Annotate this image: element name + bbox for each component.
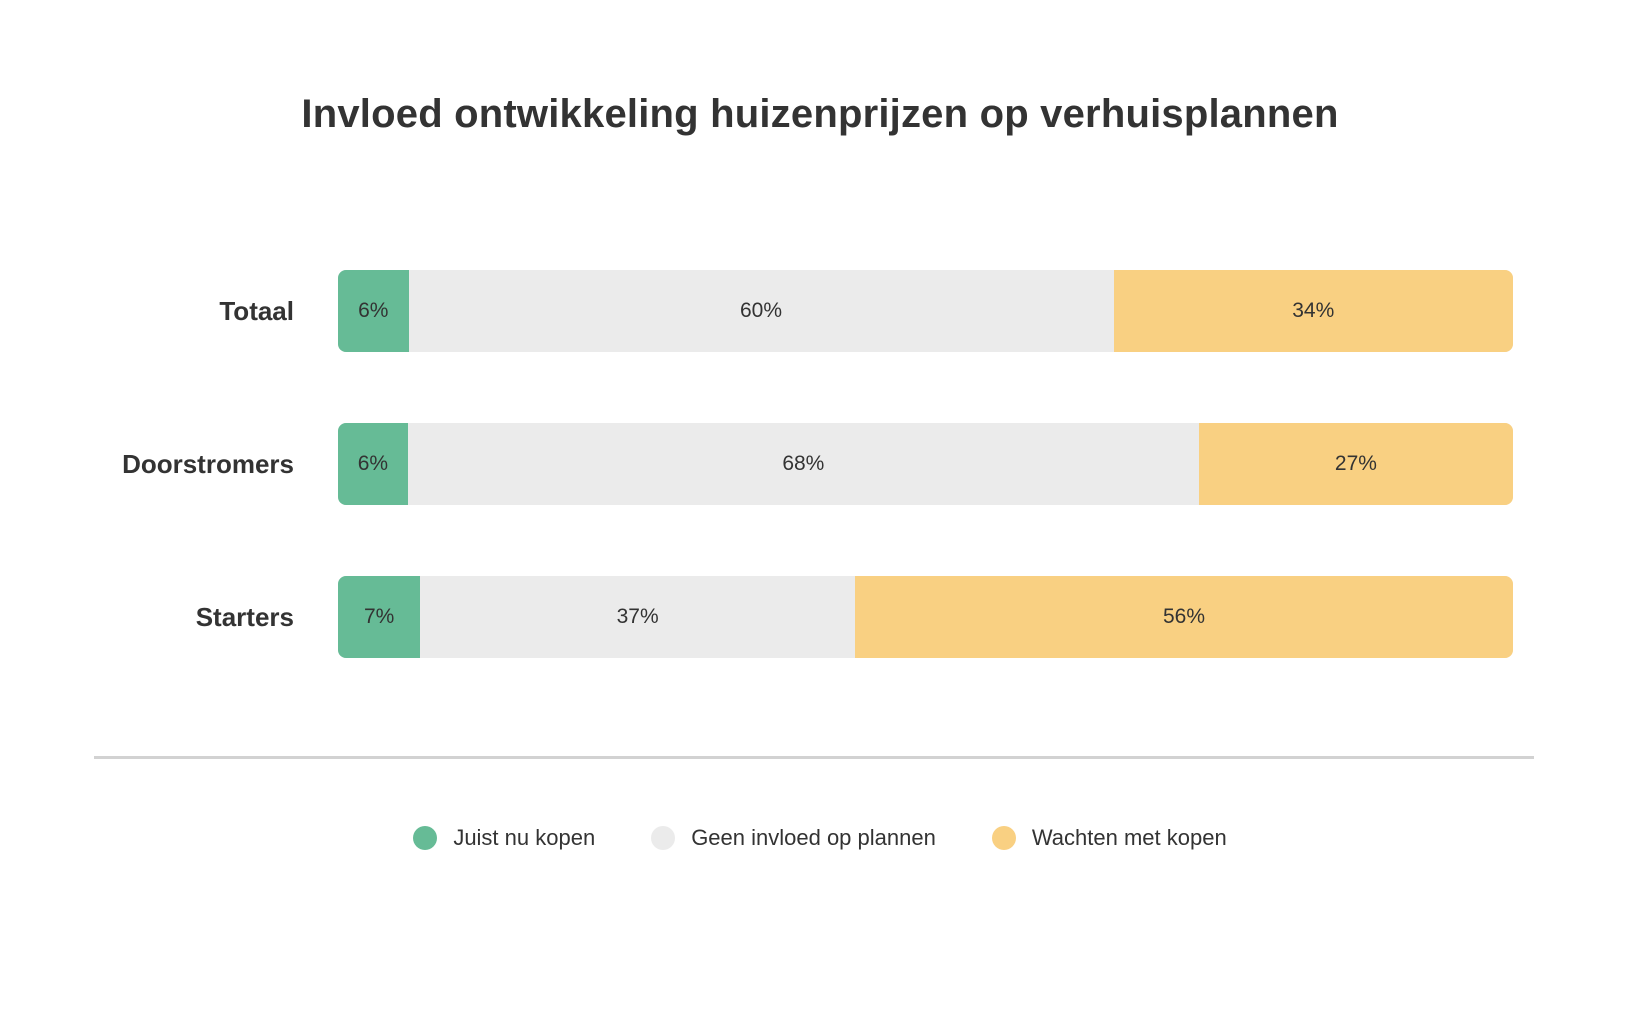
bar-segment: 34% bbox=[1113, 270, 1513, 352]
data-label: 27% bbox=[1334, 452, 1377, 475]
legend-label: Wachten met kopen bbox=[1031, 825, 1227, 850]
category-label: Starters bbox=[195, 602, 294, 632]
data-label: 6% bbox=[357, 452, 389, 475]
bar-segment: 68% bbox=[407, 423, 1199, 505]
bar-segment: 27% bbox=[1198, 423, 1513, 505]
bar-segment: 37% bbox=[420, 576, 855, 658]
data-label: 60% bbox=[739, 299, 783, 322]
stacked-bar: 6% 68% 27% bbox=[338, 423, 1513, 505]
legend-label: Geen invloed op plannen bbox=[691, 825, 936, 850]
category-label: Doorstromers bbox=[122, 449, 294, 479]
data-label: 37% bbox=[616, 605, 659, 628]
legend-item: Wachten met kopen bbox=[991, 825, 1227, 851]
legend-item: Juist nu kopen bbox=[413, 825, 595, 851]
bar-segment: 60% bbox=[408, 270, 1114, 352]
legend-item: Geen invloed op plannen bbox=[651, 825, 936, 851]
data-label: 7% bbox=[363, 605, 395, 628]
bar-segment: 6% bbox=[338, 270, 409, 352]
legend-label: Juist nu kopen bbox=[453, 825, 596, 850]
stacked-bar: 6% 60% 34% bbox=[338, 270, 1513, 352]
bar-segment: 56% bbox=[855, 576, 1513, 658]
legend-divider bbox=[94, 756, 1534, 759]
chart-legend: Juist nu kopen Geen invloed op plannen Wac… bbox=[0, 818, 1640, 858]
stacked-bar: 7% 37% 56% bbox=[338, 576, 1513, 658]
chart-title: Invloed ontwikkeling huizenprijzen op ve… bbox=[301, 92, 1339, 136]
data-label: 6% bbox=[358, 299, 389, 322]
data-label: 34% bbox=[1292, 299, 1335, 322]
legend-dot-icon bbox=[413, 826, 438, 850]
category-label: Totaal bbox=[219, 296, 294, 326]
legend-dot-icon bbox=[651, 826, 676, 850]
data-label: 68% bbox=[782, 452, 825, 475]
legend-dot-icon bbox=[991, 826, 1016, 850]
bar-segment: 7% bbox=[338, 576, 421, 658]
data-label: 56% bbox=[1162, 605, 1206, 628]
bar-segment: 6% bbox=[338, 423, 408, 505]
